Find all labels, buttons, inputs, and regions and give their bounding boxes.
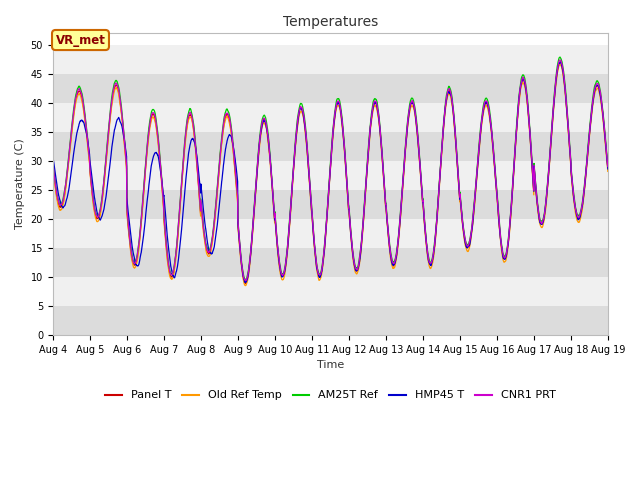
Bar	[52, 190, 608, 219]
Bar	[52, 103, 608, 132]
Legend: Panel T, Old Ref Temp, AM25T Ref, HMP45 T, CNR1 PRT: Panel T, Old Ref Temp, AM25T Ref, HMP45 …	[100, 386, 560, 405]
Bar	[52, 219, 608, 248]
Bar	[52, 132, 608, 161]
Bar	[52, 161, 608, 190]
Bar	[52, 306, 608, 335]
Y-axis label: Temperature (C): Temperature (C)	[15, 139, 25, 229]
Bar	[52, 45, 608, 73]
Bar	[52, 248, 608, 277]
Bar	[52, 277, 608, 306]
Bar	[52, 73, 608, 103]
X-axis label: Time: Time	[317, 360, 344, 370]
Title: Temperatures: Temperatures	[283, 15, 378, 29]
Text: VR_met: VR_met	[56, 34, 106, 47]
